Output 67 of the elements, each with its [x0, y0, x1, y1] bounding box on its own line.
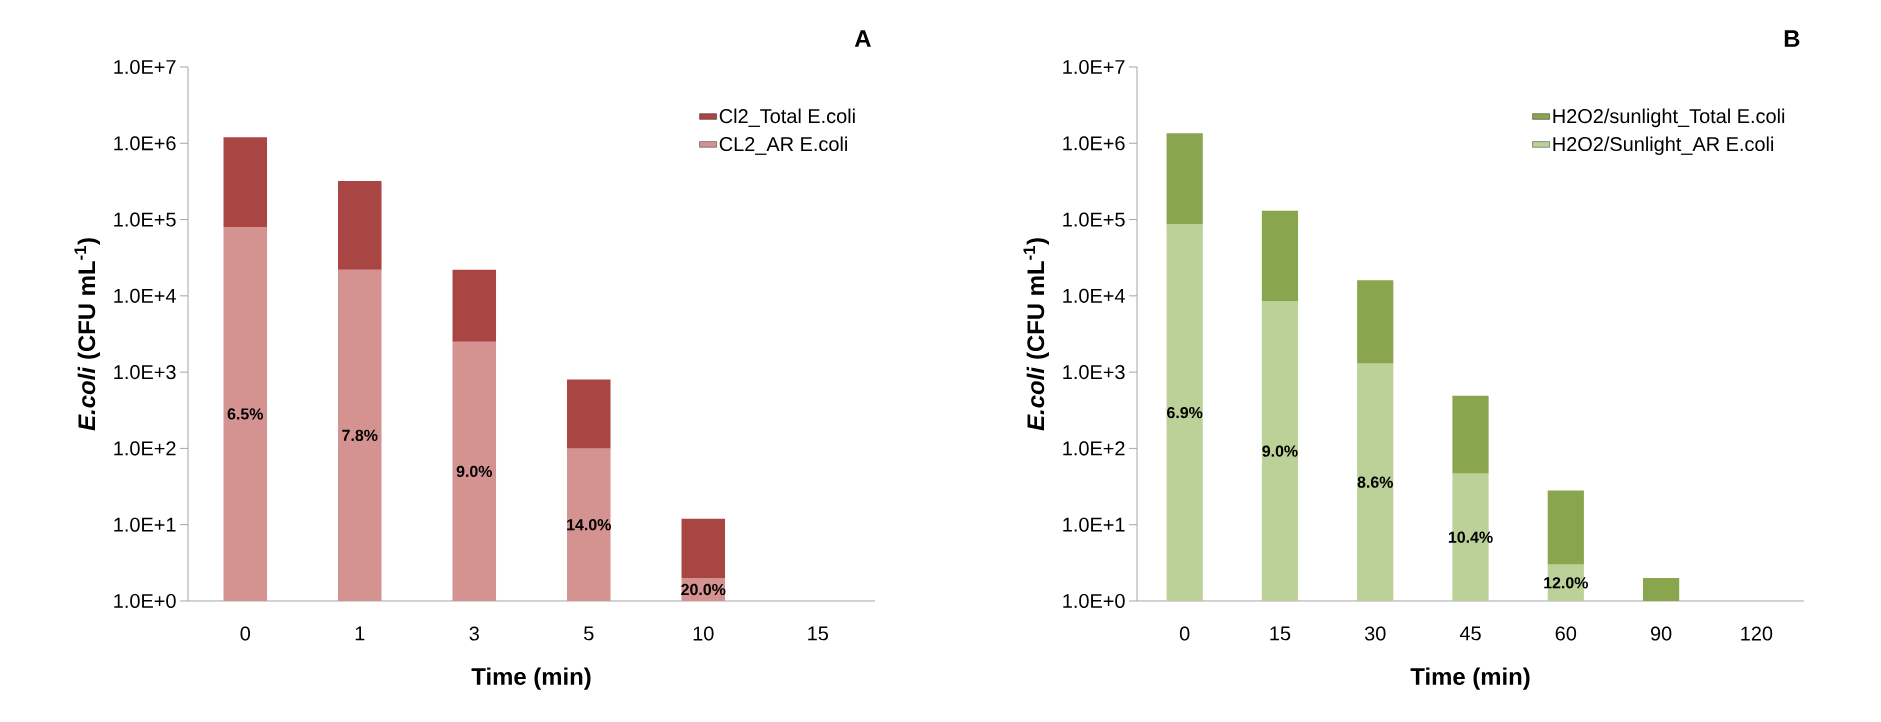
x-tick-label: 1: [355, 626, 365, 641]
y-tick-label: 1.0E+5: [114, 212, 176, 227]
annotation: 14.0%: [567, 519, 611, 531]
y-tick-label: 1.0E+3: [1063, 365, 1125, 380]
legend-label: Cl2_Total E.coli: [719, 108, 855, 127]
y-tick-label: 1.0E+4: [1063, 288, 1125, 303]
y-tick-label: 1.0E+2: [114, 441, 176, 456]
chart-title: B: [1784, 30, 1800, 47]
annotation: 20.0%: [681, 583, 726, 596]
bar: [1547, 490, 1584, 565]
bar: [681, 518, 726, 579]
y-tick-label: 1.0E+7: [114, 59, 176, 75]
bar: [338, 181, 382, 270]
bar: [567, 379, 611, 449]
bar: [1166, 133, 1203, 225]
y-tick-label: 1.0E+1: [1063, 517, 1125, 532]
x-axis-title: Time (min): [1410, 667, 1530, 690]
x-tick-label: 120: [1741, 626, 1773, 641]
y-tick-label: 1.0E+1: [114, 517, 176, 532]
annotation: 8.6%: [1357, 476, 1393, 488]
bar: [338, 269, 382, 601]
legend-label: H2O2/Sunlight_AR E.coli: [1553, 136, 1774, 156]
annotation: 9.0%: [456, 465, 493, 478]
chart-title: A: [854, 30, 871, 47]
x-tick-label: 45: [1459, 626, 1481, 641]
x-tick-label: 10: [693, 626, 714, 641]
y-tick-label: 1.0E+7: [1063, 59, 1125, 75]
bar: [452, 341, 497, 601]
annotation: 7.8%: [342, 429, 378, 441]
y-axis-title: E.coli (CFU mL$^{-1}$): [74, 238, 100, 431]
x-tick-label: 3: [469, 626, 479, 641]
y-tick-label: 1.0E+6: [114, 136, 176, 151]
bar: [1261, 210, 1299, 302]
bar: [1357, 363, 1394, 601]
y-tick-label: 1.0E+4: [114, 288, 176, 303]
legend-label: H2O2/sunlight_Total E.coli: [1553, 108, 1785, 128]
bar: [1357, 280, 1394, 364]
bar: [1452, 395, 1489, 474]
annotation: 12.0%: [1544, 577, 1588, 589]
bar: [452, 269, 497, 342]
y-tick-label: 1.0E+0: [114, 593, 176, 609]
y-tick-label: 1.0E+3: [114, 365, 176, 380]
bar: [1642, 578, 1680, 601]
x-tick-label: 5: [584, 626, 594, 641]
annotation: 9.0%: [1262, 445, 1298, 457]
x-tick-label: 30: [1364, 626, 1386, 641]
x-tick-label: 15: [808, 626, 829, 641]
x-tick-label: 90: [1650, 626, 1672, 641]
bar: [1166, 224, 1203, 601]
y-tick-label: 1.0E+5: [1063, 212, 1125, 227]
x-tick-label: 60: [1555, 626, 1577, 641]
legend-label: CL2_AR E.coli: [719, 136, 847, 155]
bar: [223, 137, 268, 227]
x-tick-label: 0: [240, 626, 251, 641]
annotation: 6.9%: [1167, 406, 1203, 419]
x-axis-title: Time (min): [471, 667, 591, 690]
x-tick-label: 0: [1179, 626, 1190, 641]
bar: [567, 448, 611, 601]
y-axis-title: E.coli (CFU mL$^{-1}$): [1023, 238, 1049, 431]
bar: [1261, 301, 1299, 601]
y-tick-label: 1.0E+2: [1063, 441, 1125, 456]
bar: [223, 226, 268, 601]
y-tick-label: 1.0E+0: [1063, 593, 1125, 609]
annotation: 10.4%: [1448, 531, 1493, 543]
annotation: 6.5%: [227, 408, 264, 420]
y-tick-label: 1.0E+6: [1063, 136, 1125, 151]
x-tick-label: 15: [1270, 626, 1291, 641]
